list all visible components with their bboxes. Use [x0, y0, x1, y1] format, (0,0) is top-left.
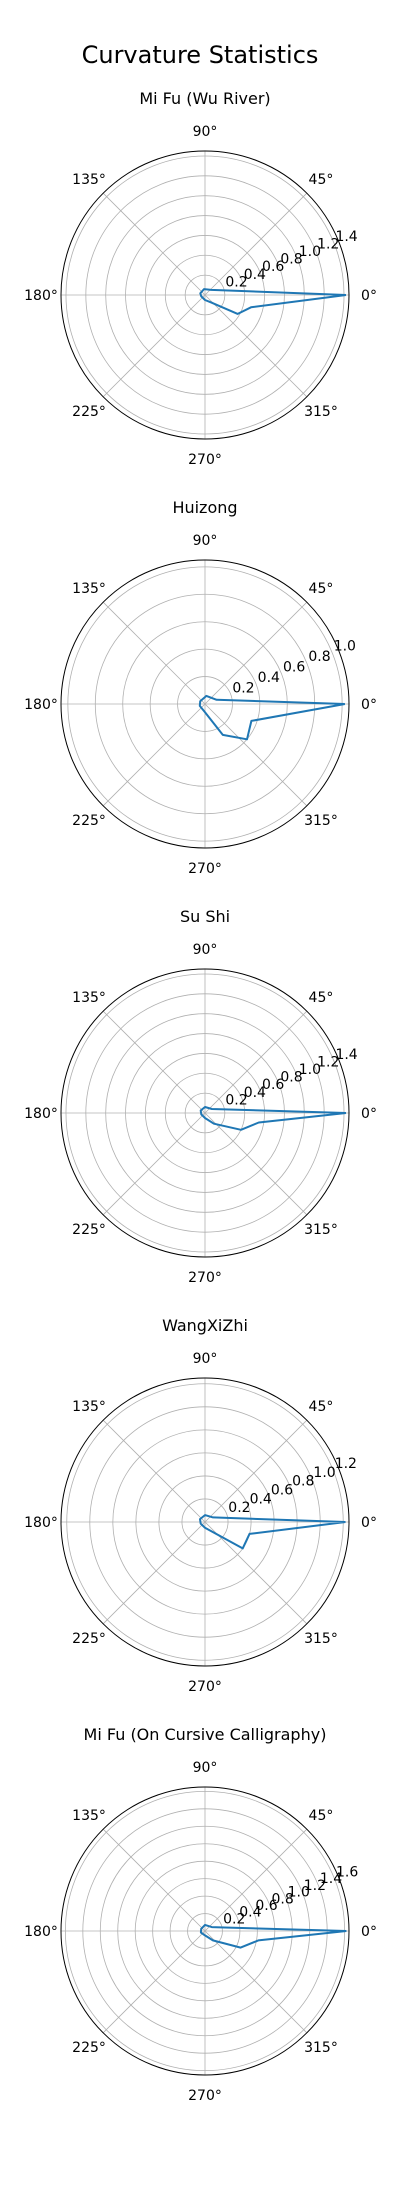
theta-tick-label: 90°	[193, 533, 218, 549]
chart-title: Su Shi	[180, 907, 230, 926]
polar-chart: Mi Fu (On Cursive Calligraphy) 0° 45° 90° 13…	[24, 1725, 377, 2104]
theta-tick-label: 225°	[72, 1222, 106, 1238]
theta-tick-label: 225°	[72, 404, 106, 420]
r-tick-label: 1.4	[335, 229, 357, 245]
theta-tick-label: 315°	[304, 2040, 338, 2056]
theta-tick-label: 270°	[188, 2088, 222, 2104]
r-tick-label: 0.2	[232, 681, 254, 697]
r-tick-label: 1.0	[313, 1465, 335, 1481]
theta-tick-label: 180°	[24, 1106, 58, 1122]
theta-tick-label: 135°	[72, 1808, 106, 1824]
r-tick-label: 0.4	[258, 670, 280, 686]
theta-tick-label: 315°	[304, 404, 338, 420]
r-tick-label: 1.6	[336, 1865, 358, 1881]
theta-tick-label: 0°	[361, 1924, 377, 1940]
theta-tick-label: 270°	[188, 1679, 222, 1695]
polar-chart: Mi Fu (Wu River) 0° 45° 90° 135° 180° 225° 270°…	[24, 89, 377, 468]
theta-tick-label: 270°	[188, 1270, 222, 1286]
theta-tick-label: 90°	[193, 942, 218, 958]
theta-gridline	[205, 1113, 307, 1215]
theta-tick-label: 45°	[309, 1808, 334, 1824]
chart-title: WangXiZhi	[162, 1316, 248, 1335]
theta-gridline	[103, 193, 205, 295]
polar-chart: Huizong0°45°90°135°180°225°270°315°0.20.…	[24, 498, 377, 877]
theta-gridline	[103, 1420, 205, 1522]
theta-gridline	[103, 602, 205, 704]
theta-tick-label: 225°	[72, 2040, 106, 2056]
chart-title: Mi Fu (On Cursive Calligraphy)	[84, 1725, 327, 1744]
theta-tick-label: 135°	[72, 1399, 106, 1415]
r-tick-label: 0.8	[308, 649, 330, 665]
theta-tick-label: 180°	[24, 288, 58, 304]
series-line	[200, 696, 345, 739]
theta-gridline	[103, 1522, 205, 1624]
theta-tick-label: 225°	[72, 1631, 106, 1647]
theta-gridline	[205, 602, 307, 704]
theta-tick-label: 45°	[309, 581, 334, 597]
theta-tick-label: 315°	[304, 813, 338, 829]
theta-tick-label: 180°	[24, 1924, 58, 1940]
theta-gridline	[103, 1011, 205, 1113]
theta-tick-label: 315°	[304, 1631, 338, 1647]
theta-tick-label: 180°	[24, 697, 58, 713]
theta-tick-label: 225°	[72, 813, 106, 829]
theta-tick-label: 270°	[188, 452, 222, 468]
theta-tick-label: 0°	[361, 288, 377, 304]
polar-chart: Su Shi0°45°90°135°180°225°270°315°0.20.4…	[24, 907, 377, 1286]
theta-tick-label: 135°	[72, 172, 106, 188]
r-tick-label: 0.4	[250, 1491, 272, 1507]
theta-gridline	[205, 295, 307, 397]
r-tick-label: 0.8	[292, 1474, 314, 1490]
theta-tick-label: 0°	[361, 1106, 377, 1122]
theta-tick-label: 90°	[193, 1760, 218, 1776]
theta-tick-label: 45°	[309, 990, 334, 1006]
theta-tick-label: 45°	[309, 1399, 334, 1415]
chart-title: Huizong	[172, 498, 237, 517]
theta-tick-label: 180°	[24, 1515, 58, 1531]
theta-tick-label: 45°	[309, 172, 334, 188]
polar-chart: WangXiZhi 0° 45° 90° 135° 180° 225° 270° 315° 0.2…	[24, 1316, 377, 1695]
theta-tick-label: 0°	[361, 1515, 377, 1531]
theta-gridline	[103, 704, 205, 806]
page-title: Curvature Statistics	[82, 41, 319, 69]
r-tick-label: 1.2	[335, 1456, 357, 1472]
theta-gridline	[103, 295, 205, 397]
r-tick-label: 0.6	[283, 660, 305, 676]
series-line	[200, 1515, 346, 1548]
theta-gridline	[103, 1113, 205, 1215]
theta-tick-label: 135°	[72, 581, 106, 597]
r-tick-label: 0.2	[228, 1500, 250, 1516]
theta-tick-label: 270°	[188, 861, 222, 877]
theta-tick-label: 315°	[304, 1222, 338, 1238]
theta-tick-label: 90°	[193, 124, 218, 140]
r-tick-label: 0.6	[271, 1483, 293, 1499]
theta-tick-label: 135°	[72, 990, 106, 1006]
r-tick-label: 1.0	[334, 639, 356, 655]
theta-tick-label: 0°	[361, 697, 377, 713]
chart-title: Mi Fu (Wu River)	[139, 89, 270, 108]
r-tick-label: 1.4	[335, 1047, 357, 1063]
theta-tick-label: 90°	[193, 1351, 218, 1367]
